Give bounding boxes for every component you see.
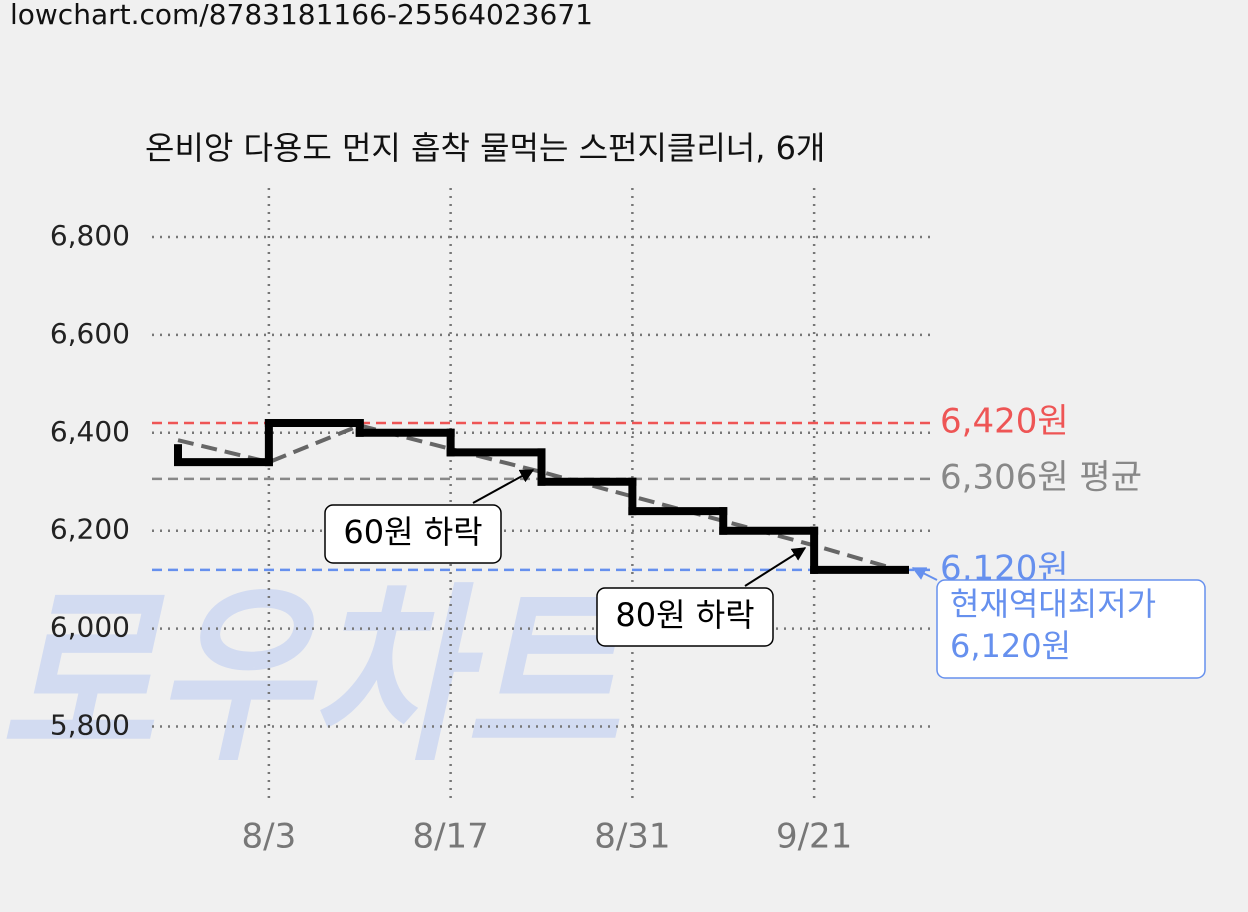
x-tick-label: 8/3 [242, 817, 297, 857]
annotation: 6,120원 [950, 627, 1071, 665]
reference-label: 6,420원 [940, 402, 1069, 442]
y-tick-label: 6,000 [50, 611, 130, 644]
annotation-box [936, 579, 1206, 679]
x-tick-label: 9/21 [776, 817, 852, 857]
annotation: 60원 하락 [343, 513, 482, 551]
watermark: 로우차트 [0, 566, 630, 787]
trend-line [177, 423, 906, 574]
url: lowchart.com/8783181166-25564023671 [10, 0, 593, 31]
annotation-arrow [472, 469, 535, 504]
annotation-box [324, 504, 502, 564]
chart-title: 온비앙 다용도 먼지 흡착 물먹는 스펀지클리너, 6개 [145, 129, 825, 167]
y-tick-label: 6,800 [50, 219, 130, 252]
x-tick-label: 8/31 [594, 817, 670, 857]
y-tick-label: 6,200 [50, 513, 130, 546]
y-tick-label: 5,800 [50, 709, 130, 742]
annotation-arrow [744, 547, 807, 587]
y-tick-label: 6,600 [50, 317, 130, 350]
y-tick-label: 6,400 [50, 415, 130, 448]
reference-label: 6,306원 평균 [940, 457, 1142, 497]
annotation-arrow [911, 567, 938, 581]
plot: 5,800 6,000 6,200 6,400 6,600 6,800 8/3 8/17 8/3… [50, 188, 1142, 857]
annotation-box [596, 587, 774, 647]
annotation: 현재역대최저가 [950, 585, 1156, 623]
annotation: 80원 하락 [615, 596, 754, 634]
x-tick-label: 8/17 [412, 817, 488, 857]
